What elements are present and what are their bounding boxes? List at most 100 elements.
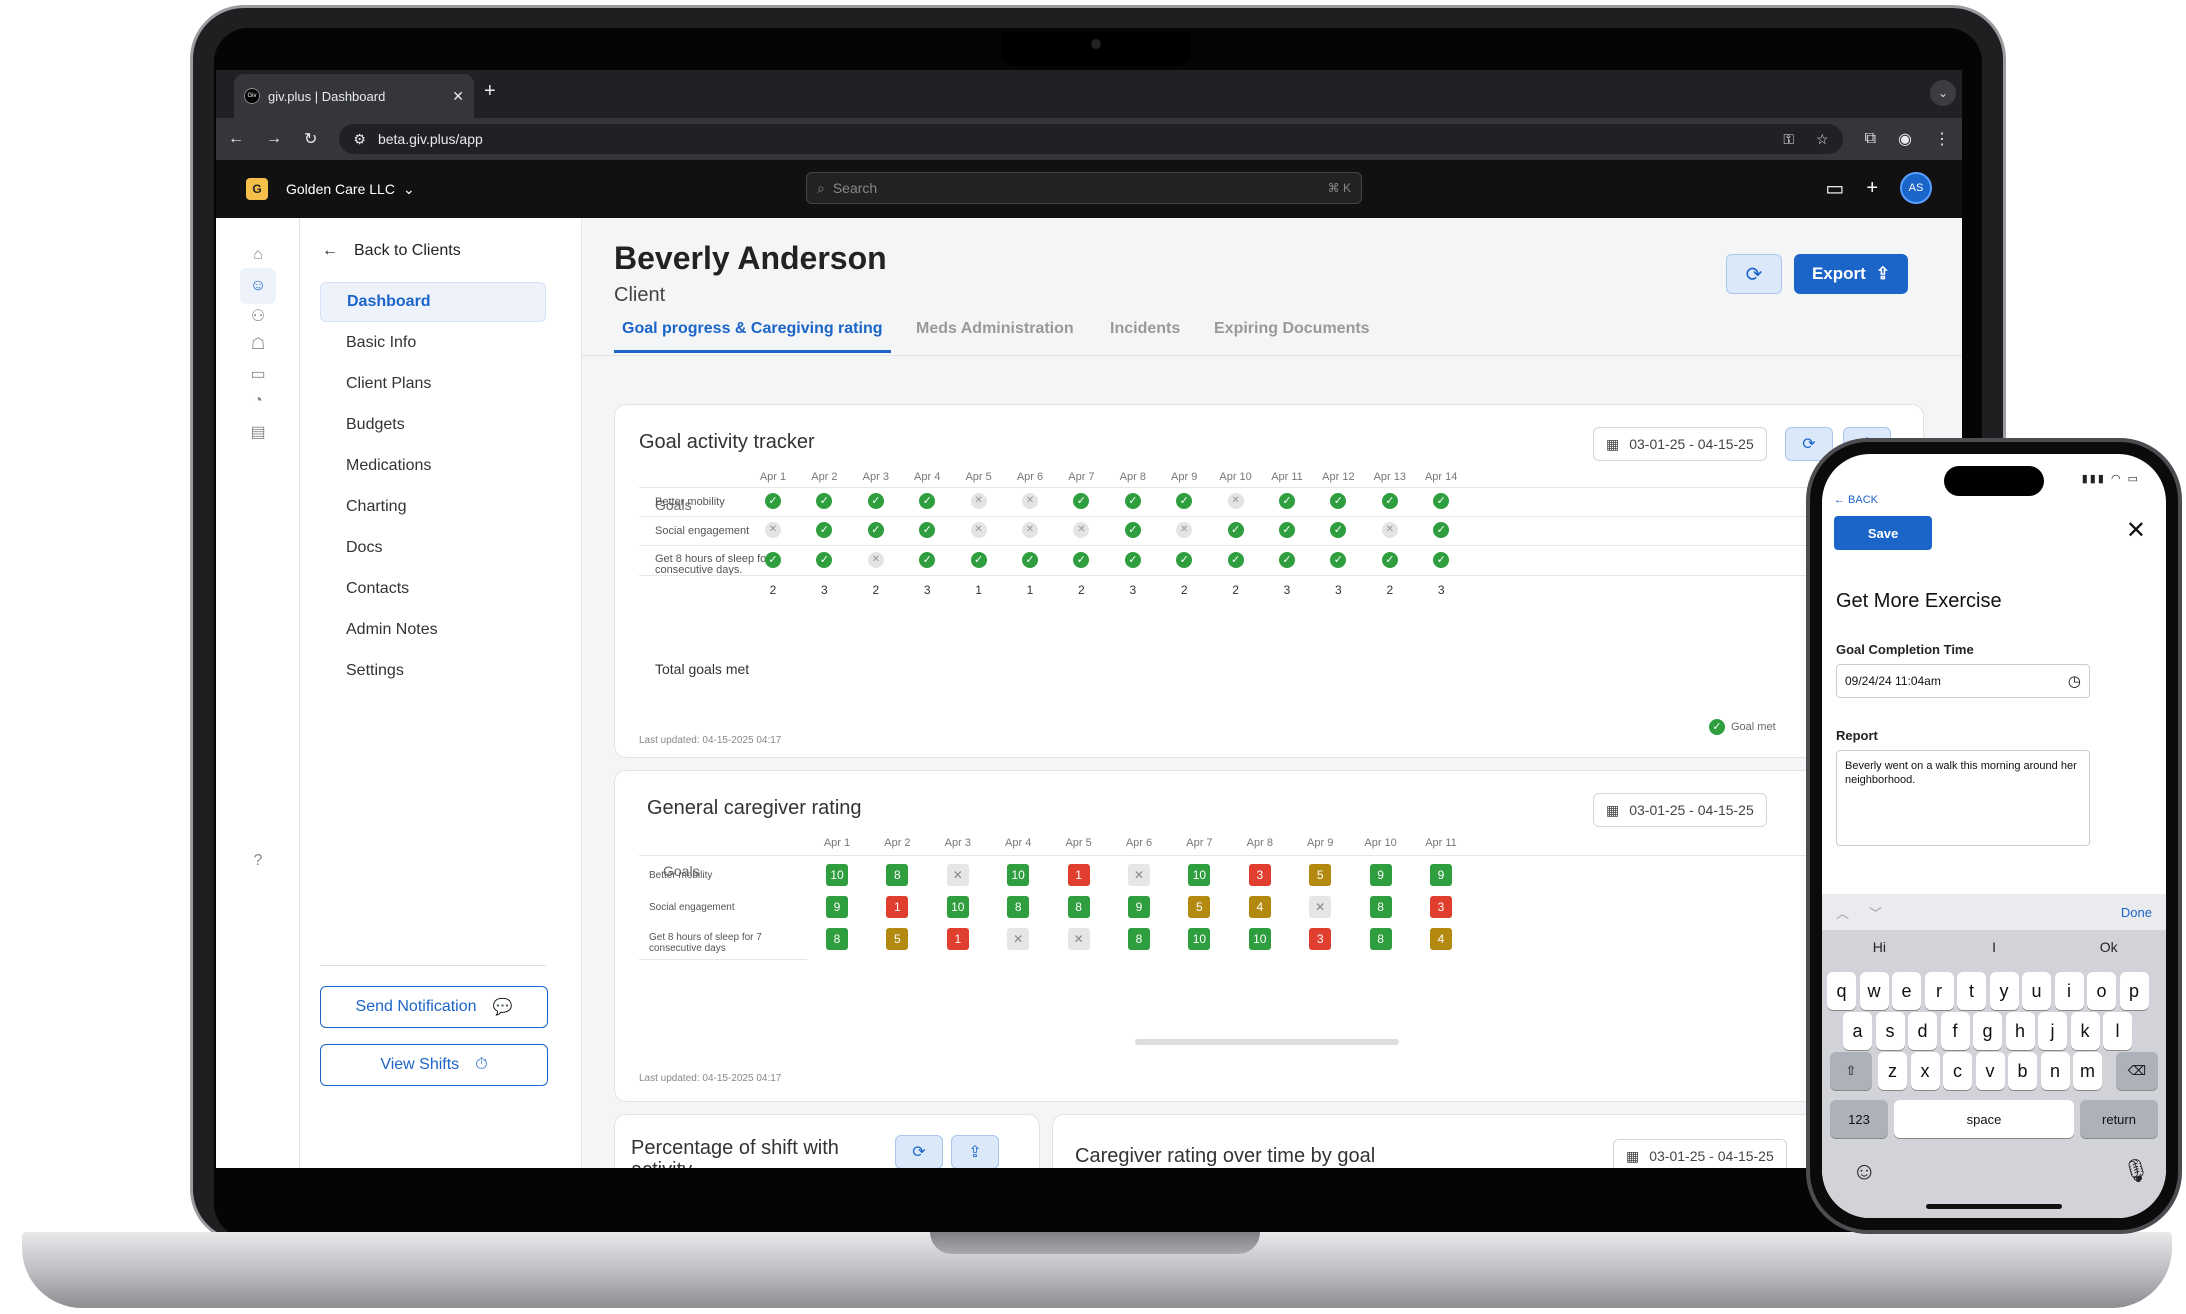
address-bar[interactable]: ⚙ beta.giv.plus/app ⚿ ☆ bbox=[339, 124, 1843, 154]
key-q[interactable]: q bbox=[1827, 972, 1856, 1010]
plus-icon[interactable]: + bbox=[1866, 176, 1878, 199]
submenu-item-client-plans[interactable]: Client Plans bbox=[346, 375, 432, 392]
key-p[interactable]: p bbox=[2119, 972, 2149, 1010]
numbers-key[interactable]: 123 bbox=[1830, 1100, 1888, 1138]
refresh-button[interactable]: ⟳ bbox=[1726, 254, 1782, 294]
back-link[interactable]: ← BACK bbox=[1834, 494, 1879, 506]
save-button[interactable]: Save bbox=[1834, 516, 1932, 550]
goal-name: Better mobility bbox=[649, 870, 713, 881]
space-key[interactable]: space bbox=[1894, 1100, 2074, 1138]
key-x[interactable]: x bbox=[1910, 1052, 1940, 1090]
key-u[interactable]: u bbox=[2022, 972, 2051, 1010]
shift-key[interactable]: ⇧ bbox=[1830, 1052, 1872, 1090]
browser-tab[interactable]: Giv giv.plus | Dashboard ✕ bbox=[234, 74, 474, 118]
key-y[interactable]: y bbox=[1989, 972, 2019, 1010]
key-n[interactable]: n bbox=[2040, 1052, 2070, 1090]
submenu-item-admin-notes[interactable]: Admin Notes bbox=[346, 621, 438, 638]
billing-icon[interactable]: ▭ bbox=[250, 366, 266, 383]
submenu-item-docs[interactable]: Docs bbox=[346, 539, 383, 556]
done-button[interactable]: Done bbox=[2120, 904, 2152, 920]
key-b[interactable]: b bbox=[2008, 1052, 2037, 1090]
key-f[interactable]: f bbox=[1940, 1012, 1970, 1050]
forward-arrow-icon[interactable]: → bbox=[266, 130, 282, 147]
key-z[interactable]: z bbox=[1878, 1052, 1907, 1090]
reload-icon[interactable]: ↻ bbox=[304, 131, 318, 148]
key-e[interactable]: e bbox=[1892, 972, 1921, 1010]
suggestion[interactable]: Hi bbox=[1872, 939, 1886, 955]
new-tab-icon[interactable]: + bbox=[484, 80, 496, 102]
submenu-item-medications[interactable]: Medications bbox=[346, 457, 432, 474]
users-icon[interactable]: ⚇ bbox=[250, 308, 266, 325]
site-info-icon[interactable]: ⚙ bbox=[353, 130, 366, 147]
key-o[interactable]: o bbox=[2087, 972, 2116, 1010]
close-icon[interactable]: ✕ bbox=[2125, 517, 2146, 544]
profile-icon[interactable]: ◉ bbox=[1898, 131, 1912, 148]
date-header: Apr 7 bbox=[1068, 471, 1095, 483]
help-icon[interactable]: ? bbox=[253, 852, 263, 869]
date-range-picker[interactable]: ▦ 03-01-25 - 04-15-25 bbox=[1593, 793, 1767, 827]
report-textarea[interactable]: Beverly went on a walk this morning arou… bbox=[1836, 750, 2090, 846]
key-l[interactable]: l bbox=[2103, 1012, 2132, 1050]
key-w[interactable]: w bbox=[1859, 972, 1889, 1010]
notes-icon[interactable]: ▤ bbox=[250, 424, 266, 441]
key-h[interactable]: h bbox=[2005, 1012, 2035, 1050]
reports-icon[interactable]: ◔ bbox=[253, 392, 263, 409]
extensions-icon[interactable]: ⧉ bbox=[1864, 130, 1877, 147]
clock-icon[interactable]: ◷ bbox=[2067, 673, 2081, 690]
suggestion[interactable]: Ok bbox=[2099, 939, 2118, 955]
key-i[interactable]: i bbox=[2054, 972, 2084, 1010]
send-notification-button[interactable]: Send Notification 💬 bbox=[320, 986, 548, 1028]
key-a[interactable]: a bbox=[1843, 1012, 1872, 1050]
return-key[interactable]: return bbox=[2080, 1100, 2158, 1138]
submenu-item-budgets[interactable]: Budgets bbox=[346, 416, 405, 433]
date-range-picker[interactable]: ▦ 03-01-25 - 04-15-25 bbox=[1593, 427, 1767, 461]
key-g[interactable]: g bbox=[1973, 1012, 2002, 1050]
key-d[interactable]: d bbox=[1908, 1012, 1937, 1050]
back-arrow-icon[interactable]: ← bbox=[228, 130, 244, 147]
key-m[interactable]: m bbox=[2073, 1052, 2102, 1090]
submenu-item-dashboard[interactable]: Dashboard bbox=[320, 282, 546, 322]
chat-icon[interactable]: ▭ bbox=[1825, 177, 1845, 200]
microphone-icon[interactable]: 🎙 bbox=[2122, 1158, 2150, 1183]
tab-search-icon[interactable]: ⌄ bbox=[1930, 80, 1956, 106]
submenu-item-charting[interactable]: Charting bbox=[346, 498, 407, 515]
search-input[interactable]: ⌕ Search ⌘ K bbox=[806, 172, 1362, 204]
submenu-item-basic-info[interactable]: Basic Info bbox=[346, 334, 417, 351]
back-to-clients-link[interactable]: ← Back to Clients bbox=[322, 242, 461, 260]
submenu-item-settings[interactable]: Settings bbox=[346, 662, 404, 679]
export-button[interactable]: Export ⇪ bbox=[1794, 254, 1908, 294]
chevron-up-icon[interactable]: ︿ bbox=[1836, 905, 1850, 921]
emoji-icon[interactable]: ☺ bbox=[1852, 1158, 1877, 1185]
close-tab-icon[interactable]: ✕ bbox=[452, 87, 464, 104]
key-j[interactable]: j bbox=[2038, 1012, 2067, 1050]
key-t[interactable]: t bbox=[1957, 972, 1986, 1010]
tab-expiring-documents[interactable]: Expiring Documents bbox=[1214, 320, 1370, 337]
view-shifts-button[interactable]: View Shifts ⏱ bbox=[320, 1044, 548, 1086]
clients-icon[interactable]: ☺ bbox=[240, 268, 276, 304]
caregivers-icon[interactable]: ☖ bbox=[250, 336, 266, 353]
key-v[interactable]: v bbox=[1975, 1052, 2005, 1090]
rating-badge: 10 bbox=[1188, 928, 1211, 950]
suggestion[interactable]: I bbox=[1992, 939, 1996, 955]
key-k[interactable]: k bbox=[2070, 1012, 2100, 1050]
key-c[interactable]: c bbox=[1943, 1052, 1972, 1090]
home-icon[interactable]: ⌂ bbox=[253, 246, 263, 263]
star-icon[interactable]: ☆ bbox=[1816, 130, 1829, 147]
date-range-picker[interactable]: ▦ 03-01-25 - 04-15-25 bbox=[1613, 1139, 1787, 1168]
key-r[interactable]: r bbox=[1924, 972, 1954, 1010]
refresh-button[interactable]: ⟳ bbox=[895, 1135, 943, 1168]
delete-key[interactable]: ⌫ bbox=[2116, 1052, 2158, 1090]
tab-incidents[interactable]: Incidents bbox=[1110, 320, 1181, 337]
horizontal-scrollbar[interactable] bbox=[1135, 1039, 1399, 1045]
completion-time-field[interactable]: 09/24/24 11:04am ◷ bbox=[1836, 664, 2090, 698]
tab-goal-progress[interactable]: Goal progress & Caregiving rating bbox=[614, 320, 891, 353]
submenu-item-contacts[interactable]: Contacts bbox=[346, 580, 410, 597]
kebab-menu-icon[interactable]: ⋮ bbox=[1934, 131, 1950, 148]
share-button[interactable]: ⇪ bbox=[951, 1135, 999, 1168]
key-s[interactable]: s bbox=[1875, 1012, 1905, 1050]
tab-meds-administration[interactable]: Meds Administration bbox=[916, 320, 1074, 337]
avatar[interactable]: AS bbox=[1900, 172, 1932, 204]
chevron-down-icon[interactable]: ﹀ bbox=[1869, 905, 1883, 921]
org-switcher[interactable]: G Golden Care LLC ⌄ bbox=[246, 178, 415, 200]
key-icon[interactable]: ⚿ bbox=[1783, 130, 1795, 147]
